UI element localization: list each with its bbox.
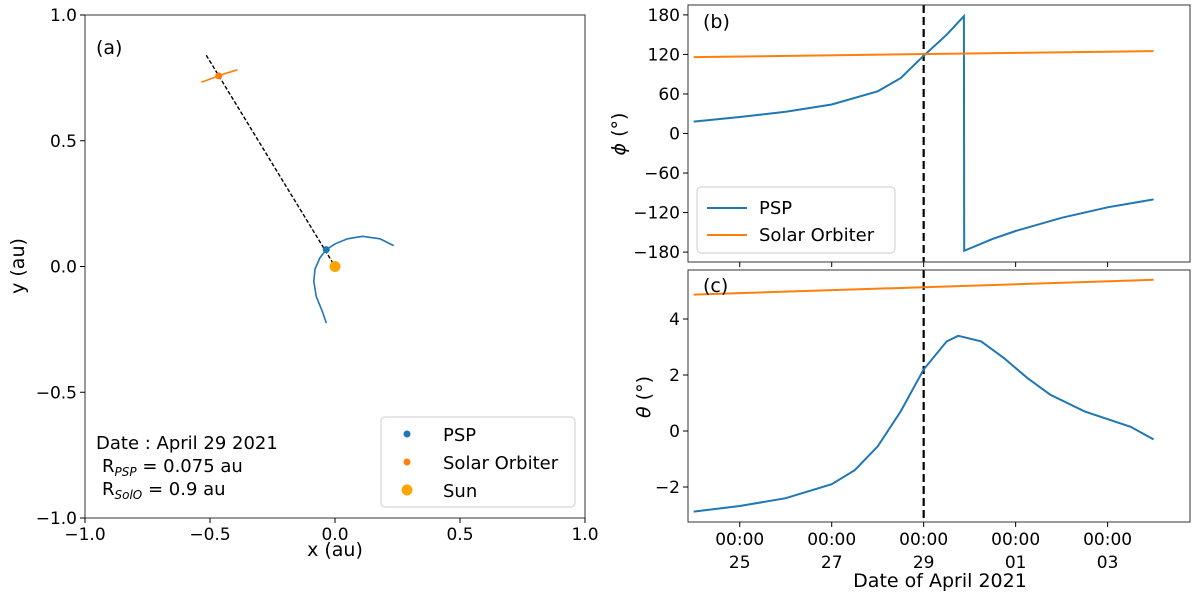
x-tick-time-label: 00:00	[991, 530, 1040, 550]
line-of-sight	[205, 54, 336, 267]
y-tick-label-a: −0.5	[36, 383, 77, 403]
panel-label-c: (c)	[703, 275, 728, 297]
x-tick-time-label: 00:00	[899, 530, 948, 550]
legend-b-box	[696, 186, 896, 254]
solo-line-b	[693, 50, 1154, 59]
y-tick-label-c: 4	[669, 310, 680, 330]
y-tick-label-a: 0.0	[50, 258, 77, 278]
x-axis-label-a: x (au)	[307, 539, 363, 561]
y-tick-label-a: 0.5	[50, 132, 77, 152]
solo-point	[215, 72, 223, 80]
x-tick-time-label: 00:00	[1083, 530, 1132, 550]
legend-a-psp: PSP	[443, 425, 476, 446]
y-tick-label-b: 0	[669, 125, 680, 145]
phi-panel: 180 120 60 0 −60 −120 −180 (b) ϕ (°) PSP Solar…	[608, 4, 1191, 267]
legend-a: PSP Solar Orbiter Sun	[380, 416, 576, 508]
x-tick-day-label: 29	[913, 553, 935, 573]
y-tick-label-c: 2	[669, 366, 680, 386]
psp-point	[322, 246, 330, 254]
legend-a-box	[380, 416, 576, 508]
r-solo-label: R	[102, 479, 115, 500]
theta-panel: 4 2 0 −2 00:00 25 00:00 27 00:00 29 00:00 01 00:00 03…	[633, 269, 1191, 592]
r-psp-label: R	[102, 456, 115, 477]
psp-line-c	[693, 334, 1155, 513]
x-tick-label-a: 1.0	[571, 525, 598, 545]
y-tick-label-b: 60	[658, 85, 680, 105]
y-tick-label-b: −180	[633, 243, 680, 263]
r-solo-value: = 0.9 au	[142, 479, 225, 500]
x-tick-day-label: 27	[821, 553, 843, 573]
x-tick-label-a: −1.0	[64, 525, 105, 545]
panel-label-b: (b)	[703, 11, 730, 33]
y-axis-label-c-unit: (°)	[633, 376, 655, 406]
psp-line-b	[693, 13, 1154, 253]
sun-point	[329, 261, 341, 272]
r-psp-subscript: PSP	[115, 465, 138, 479]
x-tick-day-label: 01	[1005, 553, 1027, 573]
x-axis-label-c: Date of April 2021	[853, 570, 1027, 592]
legend-a-psp-marker	[403, 430, 411, 438]
x-tick-time-label: 00:00	[807, 530, 856, 550]
y-axis-label-b-unit: (°)	[608, 113, 630, 143]
legend-b: PSP Solar Orbiter	[696, 186, 896, 254]
y-tick-label-b: −60	[644, 164, 680, 184]
legend-a-sun-marker	[401, 484, 413, 496]
y-tick-label-a: −1.0	[36, 509, 77, 529]
legend-b-psp: PSP	[759, 198, 792, 219]
psp-orbit-line	[312, 235, 395, 324]
y-tick-label-c: 0	[669, 422, 680, 442]
r-psp-annotation: RPSP = 0.075 au	[102, 456, 243, 479]
legend-a-solo: Solar Orbiter	[443, 453, 559, 474]
y-axis-label-a: y (au)	[7, 238, 29, 294]
y-axis-label-b-symbol: ϕ	[608, 143, 630, 156]
r-solo-subscript: SolO	[115, 488, 143, 502]
y-tick-label-b: 180	[648, 6, 680, 26]
x-tick-label-a: 0.5	[446, 525, 473, 545]
y-axis-label-c-symbol: θ	[633, 406, 655, 418]
x-tick-day-label: 25	[729, 553, 751, 573]
legend-b-solo: Solar Orbiter	[759, 225, 875, 246]
y-tick-label-b: 120	[648, 45, 680, 65]
y-axis-label-c: θ (°)	[633, 376, 655, 418]
r-psp-value: = 0.075 au	[137, 456, 243, 477]
x-tick-label-a: 0.0	[321, 525, 348, 545]
legend-a-sun: Sun	[443, 481, 477, 502]
y-tick-label-c: −2	[655, 478, 680, 498]
panel-label-a: (a)	[96, 37, 122, 59]
y-tick-label-b: −120	[633, 204, 680, 224]
solo-line-c	[693, 278, 1154, 296]
r-solo-annotation: RSolO = 0.9 au	[102, 479, 226, 502]
x-tick-time-label: 00:00	[715, 530, 764, 550]
y-axis-label-b: ϕ (°)	[608, 113, 630, 156]
orbit-info-annotation: Date : April 29 2021 RPSP = 0.075 au RSo…	[96, 433, 278, 502]
x-tick-label-a: −0.5	[189, 525, 230, 545]
x-tick-day-label: 03	[1097, 553, 1119, 573]
theta-axes-frame	[687, 269, 1191, 523]
y-tick-label-a: 1.0	[50, 6, 77, 26]
legend-a-solo-marker	[403, 458, 411, 466]
orbit-panel: −1.0 −0.5 0.0 0.5 1.0 −1.0 −0.5 0.0 0.5 1.0 (a) x…	[7, 6, 599, 561]
date-annotation: Date : April 29 2021	[96, 433, 278, 454]
